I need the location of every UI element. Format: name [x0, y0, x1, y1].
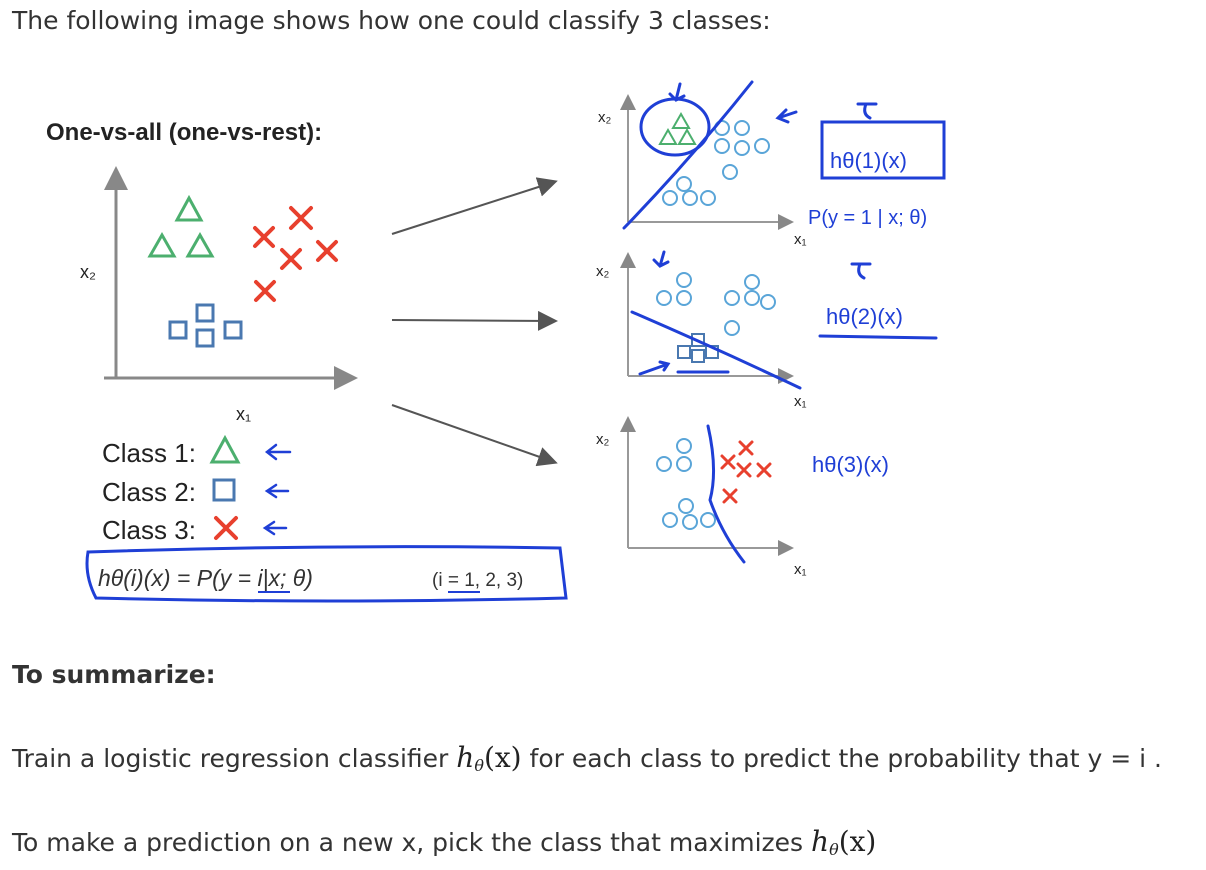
figure-title: One-vs-all (one-vs-rest): [46, 119, 322, 146]
class-1-label: Class 1: [102, 438, 196, 468]
panel-2-hypothesis: hθ(2)(x) [826, 304, 903, 329]
one-vs-all-figure: One-vs-all (one-vs-rest): x₁ x₂ Class 1: [46, 80, 946, 603]
panel-2-y-label: x₂ [596, 263, 610, 280]
class-3-label: Class 3: [102, 515, 196, 545]
summary-heading: To summarize: [12, 660, 216, 689]
class-legend: Class 1: Class 2: Class 3: [102, 434, 292, 545]
main-x-label: x₁ [236, 404, 251, 424]
formula-lhs: hθ(i)(x) = P(y = i|x; θ) [98, 565, 313, 591]
panel-1: x₂ x₁ hθ(1)(x) P(y = 1 | x; θ) [598, 80, 946, 248]
formula-box: hθ(i)(x) = P(y = i|x; θ) (i = 1, 2, 3) [85, 545, 568, 603]
panel-1-note: P(y = 1 | x; θ) [808, 207, 927, 229]
panel-3: x₂ x₁ hθ(3)(x) [596, 416, 889, 578]
train-text-before: Train a logistic regression classifier [12, 744, 457, 773]
class-2-label: Class 2: [102, 477, 196, 507]
panel-2: x₂ x₁ hθ(2)(x) [596, 250, 938, 410]
panel-3-y-label: x₂ [596, 431, 610, 448]
main-y-label: x₂ [80, 262, 96, 282]
main-axes: x₁ x₂ [80, 166, 358, 424]
intro-text: The following image shows how one could … [12, 6, 771, 35]
predict-text-before: To make a prediction on a new x, pick th… [12, 828, 812, 857]
class-1-triangle [209, 434, 241, 464]
panel-arrows [391, 177, 558, 467]
train-paragraph: Train a logistic regression classifier h… [12, 741, 1162, 775]
main-squares [168, 303, 243, 348]
main-triangles [147, 194, 215, 258]
panel-1-hypothesis: hθ(1)(x) [830, 148, 907, 173]
main-crosses [253, 206, 338, 302]
panel-3-x-label: x₁ [794, 561, 807, 578]
formula-rhs: (i = 1, 2, 3) [432, 570, 523, 591]
panel-2-x-label: x₁ [794, 393, 807, 410]
panel-3-hypothesis: hθ(3)(x) [812, 452, 889, 477]
class-3-cross [214, 516, 238, 540]
hypothesis-math: hθ(x) [456, 741, 522, 775]
class-2-square [212, 478, 236, 502]
predict-paragraph: To make a prediction on a new x, pick th… [12, 825, 876, 859]
train-text-after: for each class to predict the probabilit… [521, 744, 1162, 773]
hypothesis-math-2: hθ(x) [811, 825, 877, 859]
panel-1-y-label: x₂ [598, 109, 612, 126]
panel-1-x-label: x₁ [794, 231, 807, 248]
